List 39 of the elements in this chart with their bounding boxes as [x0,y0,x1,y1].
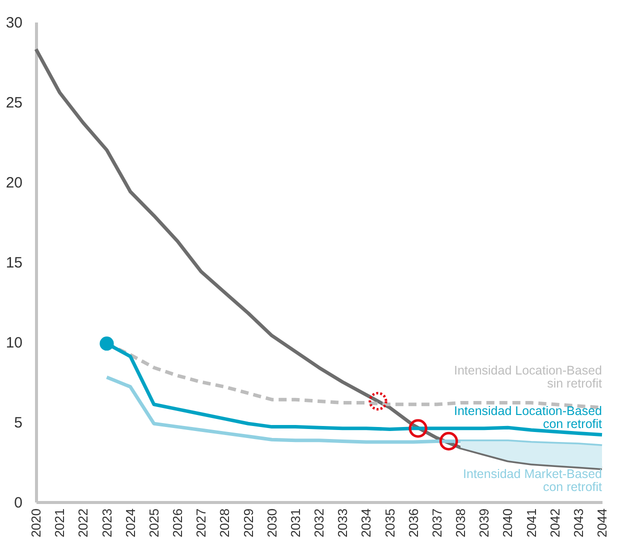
series-label: Intensidad Market-Based con retrofit [463,467,603,494]
x-tick-label: 2023 [99,508,114,538]
y-tick-label: 15 [6,254,22,272]
y-tick-label: 0 [14,494,22,512]
x-tick-label: 2028 [217,508,232,538]
x-tick-label: 2029 [240,508,256,538]
x-tick-label: 2039 [476,508,492,538]
x-tick-label: 2025 [146,508,162,538]
x-tick-label: 2031 [288,508,303,538]
x-tick-label: 2042 [547,508,562,538]
series-label: Intensidad Location-Based con retrofit [454,404,603,431]
x-tick-label: 2037 [429,508,444,538]
y-tick-label: 30 [6,14,22,32]
y-tick-label: 20 [6,174,22,192]
x-tick-label: 2036 [406,508,421,538]
x-tick-label: 2020 [28,508,44,538]
x-tick-label: 2043 [570,508,586,538]
x-tick-label: 2040 [500,508,516,538]
x-tick-label: 2044 [594,508,610,538]
y-tick-label: 5 [14,414,22,432]
x-tick-label: 2027 [194,508,209,538]
x-tick-label: 2022 [76,508,91,538]
x-tick-label: 2026 [170,508,185,538]
x-tick-label: 2034 [358,508,374,538]
series-label: Intensidad Location-Based sin retrofit [454,364,603,391]
y-tick-label: 25 [6,94,22,112]
point [368,392,388,410]
x-tick-label: 2038 [453,508,468,538]
x-tick-label: 2032 [312,508,326,538]
point [100,336,114,351]
point [439,432,458,450]
x-tick-label: 2030 [264,508,280,538]
x-tick-label: 2041 [524,508,539,538]
point [408,419,428,438]
x-tick-label: 2033 [335,508,350,538]
x-tick-label: 2024 [122,508,138,538]
y-tick-label: 10 [6,334,22,352]
x-tick-label: 2035 [382,508,398,538]
x-tick-label: 2021 [52,508,68,538]
